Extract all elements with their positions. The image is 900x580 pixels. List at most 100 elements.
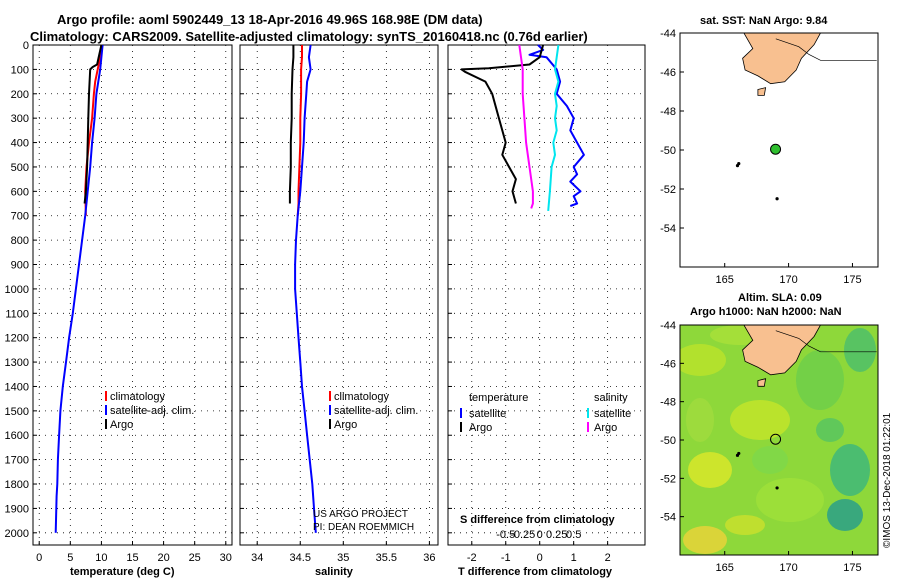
sal-legend-label-1: satellite-adj. clim. <box>334 405 418 417</box>
figure-title-line2: Climatology: CARS2009. Satellite-adjuste… <box>30 29 588 44</box>
diff-xtick-label-2: 0 <box>537 552 543 564</box>
sla-lon-label-165: 165 <box>716 562 734 574</box>
loc-float-marker <box>770 143 782 155</box>
figure-title-line1: Argo profile: aoml 5902449_13 18-Apr-201… <box>57 12 483 27</box>
sla-field-patch-11 <box>686 398 714 442</box>
depth-tick-label-700: 700 <box>11 211 29 223</box>
sla-field-patch-9 <box>827 499 863 531</box>
sal-xtick-label-1: 34.5 <box>290 552 311 564</box>
temp-xtick-label-2: 10 <box>95 552 107 564</box>
depth-tick-label-400: 400 <box>11 138 29 150</box>
diff-plot-frame <box>447 44 646 546</box>
temperature-panel: 0100200300400500600700800900100011001200… <box>5 40 233 564</box>
sla-map-title-line2: Argo h1000: NaN h2000: NaN <box>690 306 842 318</box>
depth-tick-label-1600: 1600 <box>5 430 29 442</box>
sla-map-content <box>680 325 878 555</box>
temp-series-argo <box>83 44 103 204</box>
temp-xtick-label-6: 30 <box>220 552 232 564</box>
sla-lat-label-52: -52 <box>660 473 676 485</box>
diff-legend-title-salinity: salinity <box>594 392 628 404</box>
loc-island-1 <box>775 197 779 201</box>
diff-series-temperature-argo <box>460 44 545 204</box>
loc-lat-label-44: -44 <box>660 28 676 40</box>
depth-tick-label-1200: 1200 <box>5 333 29 345</box>
temperature-difference-axis-label: T difference from climatology <box>458 566 613 578</box>
sal-xtick-label-2: 35 <box>337 552 349 564</box>
sla-map-title-line1: Altim. SLA: 0.09 <box>738 292 822 304</box>
sla-field-patch-13 <box>725 515 765 535</box>
sal-plot-frame <box>239 44 439 546</box>
diff-top-tick-label-2: 0 <box>537 529 543 541</box>
depth-tick-label-1400: 1400 <box>5 381 29 393</box>
loc-map-content <box>735 33 877 201</box>
location-map: -44 -46 -48 -50 -52 -54 165 170 175 <box>660 28 879 286</box>
diff-xtick-label-4: 2 <box>605 552 611 564</box>
sla-field-patch-3 <box>830 444 870 496</box>
sla-lat-label-54: -54 <box>660 512 676 524</box>
depth-tick-label-1700: 1700 <box>5 455 29 467</box>
sla-shelf-contour <box>775 330 877 353</box>
depth-tick-label-1900: 1900 <box>5 503 29 515</box>
temp-legend-label-0: climatology <box>110 391 166 403</box>
location-map-title: sat. SST: NaN Argo: 9.84 <box>700 15 828 27</box>
sla-field-patch-10 <box>752 446 788 474</box>
loc-land-stewart-island <box>757 87 767 96</box>
sla-map: -44 -46 -48 -50 -52 -54 165 170 175 <box>660 320 879 574</box>
sla-field-patch-0 <box>680 344 726 376</box>
depth-tick-label-1800: 1800 <box>5 479 29 491</box>
temp-series-satellite-adj-clim- <box>54 44 104 533</box>
depth-tick-label-0: 0 <box>23 40 29 52</box>
sal-legend-label-0: climatology <box>334 391 390 403</box>
loc-land-south-island <box>742 33 821 85</box>
sla-lat-label-50: -50 <box>660 435 676 447</box>
loc-shelf-contour <box>775 38 877 61</box>
sla-field-patch-7 <box>844 328 876 372</box>
depth-tick-label-600: 600 <box>11 186 29 198</box>
loc-island-2 <box>735 164 740 168</box>
sal-xtick-label-4: 36 <box>423 552 435 564</box>
diff-series-salinity-argo <box>518 44 534 209</box>
sla-lon-label-175: 175 <box>843 562 861 574</box>
loc-lat-label-46: -46 <box>660 67 676 79</box>
temp-legend-label-2: Argo <box>110 419 133 431</box>
diff-legend-left-label-0: satellite <box>469 408 506 420</box>
sal-legend-label-2: Argo <box>334 419 357 431</box>
diff-legend-right-label-1: Argo <box>594 422 617 434</box>
sal-series-argo <box>288 45 295 204</box>
diff-series-salinity-satellite <box>547 44 560 211</box>
depth-tick-label-300: 300 <box>11 113 29 125</box>
temp-xtick-label-1: 5 <box>67 552 73 564</box>
sla-lat-label-46: -46 <box>660 358 676 370</box>
loc-lat-label-48: -48 <box>660 106 676 118</box>
temperature-axis-label: temperature (deg C) <box>70 566 175 578</box>
salinity-panel: 34 34.5 35 35.5 36 climatology satellite-adj. … <box>239 44 439 564</box>
difference-panel: -2 -1 0 1 2 -0.5-0.25 0 0.250.5 temperature salin… <box>447 44 646 564</box>
sla-field-patch-4 <box>688 452 732 488</box>
loc-lon-label-175: 175 <box>843 274 861 286</box>
sla-land-south-island <box>742 325 821 376</box>
depth-tick-label-1100: 1100 <box>5 308 29 320</box>
temp-xtick-label-5: 25 <box>189 552 201 564</box>
loc-lon-label-165: 165 <box>716 274 734 286</box>
credit-project: US ARGO PROJECT <box>313 509 408 520</box>
sal-xtick-label-3: 35.5 <box>376 552 397 564</box>
depth-tick-label-100: 100 <box>11 64 29 76</box>
diff-top-tick-label-4: 0.5 <box>566 529 581 541</box>
diff-top-tick-label-1: -0.25 <box>510 529 535 541</box>
loc-lat-label-52: -52 <box>660 184 676 196</box>
depth-tick-label-1300: 1300 <box>5 357 29 369</box>
depth-tick-label-500: 500 <box>11 162 29 174</box>
depth-tick-label-900: 900 <box>11 260 29 272</box>
sal-series-climatology <box>296 45 303 216</box>
sla-lon-label-170: 170 <box>779 562 797 574</box>
salinity-difference-axis-label: S difference from climatology <box>460 514 616 526</box>
temp-xtick-label-4: 20 <box>157 552 169 564</box>
temp-plot-frame <box>32 44 233 546</box>
loc-lon-label-170: 170 <box>779 274 797 286</box>
sla-field-patch-2 <box>796 350 844 410</box>
diff-xtick-label-0: -2 <box>467 552 477 564</box>
sla-float-marker <box>770 433 782 445</box>
diff-top-tick-label-3: 0.25 <box>546 529 567 541</box>
sal-series-satellite-adj-clim- <box>294 44 317 533</box>
